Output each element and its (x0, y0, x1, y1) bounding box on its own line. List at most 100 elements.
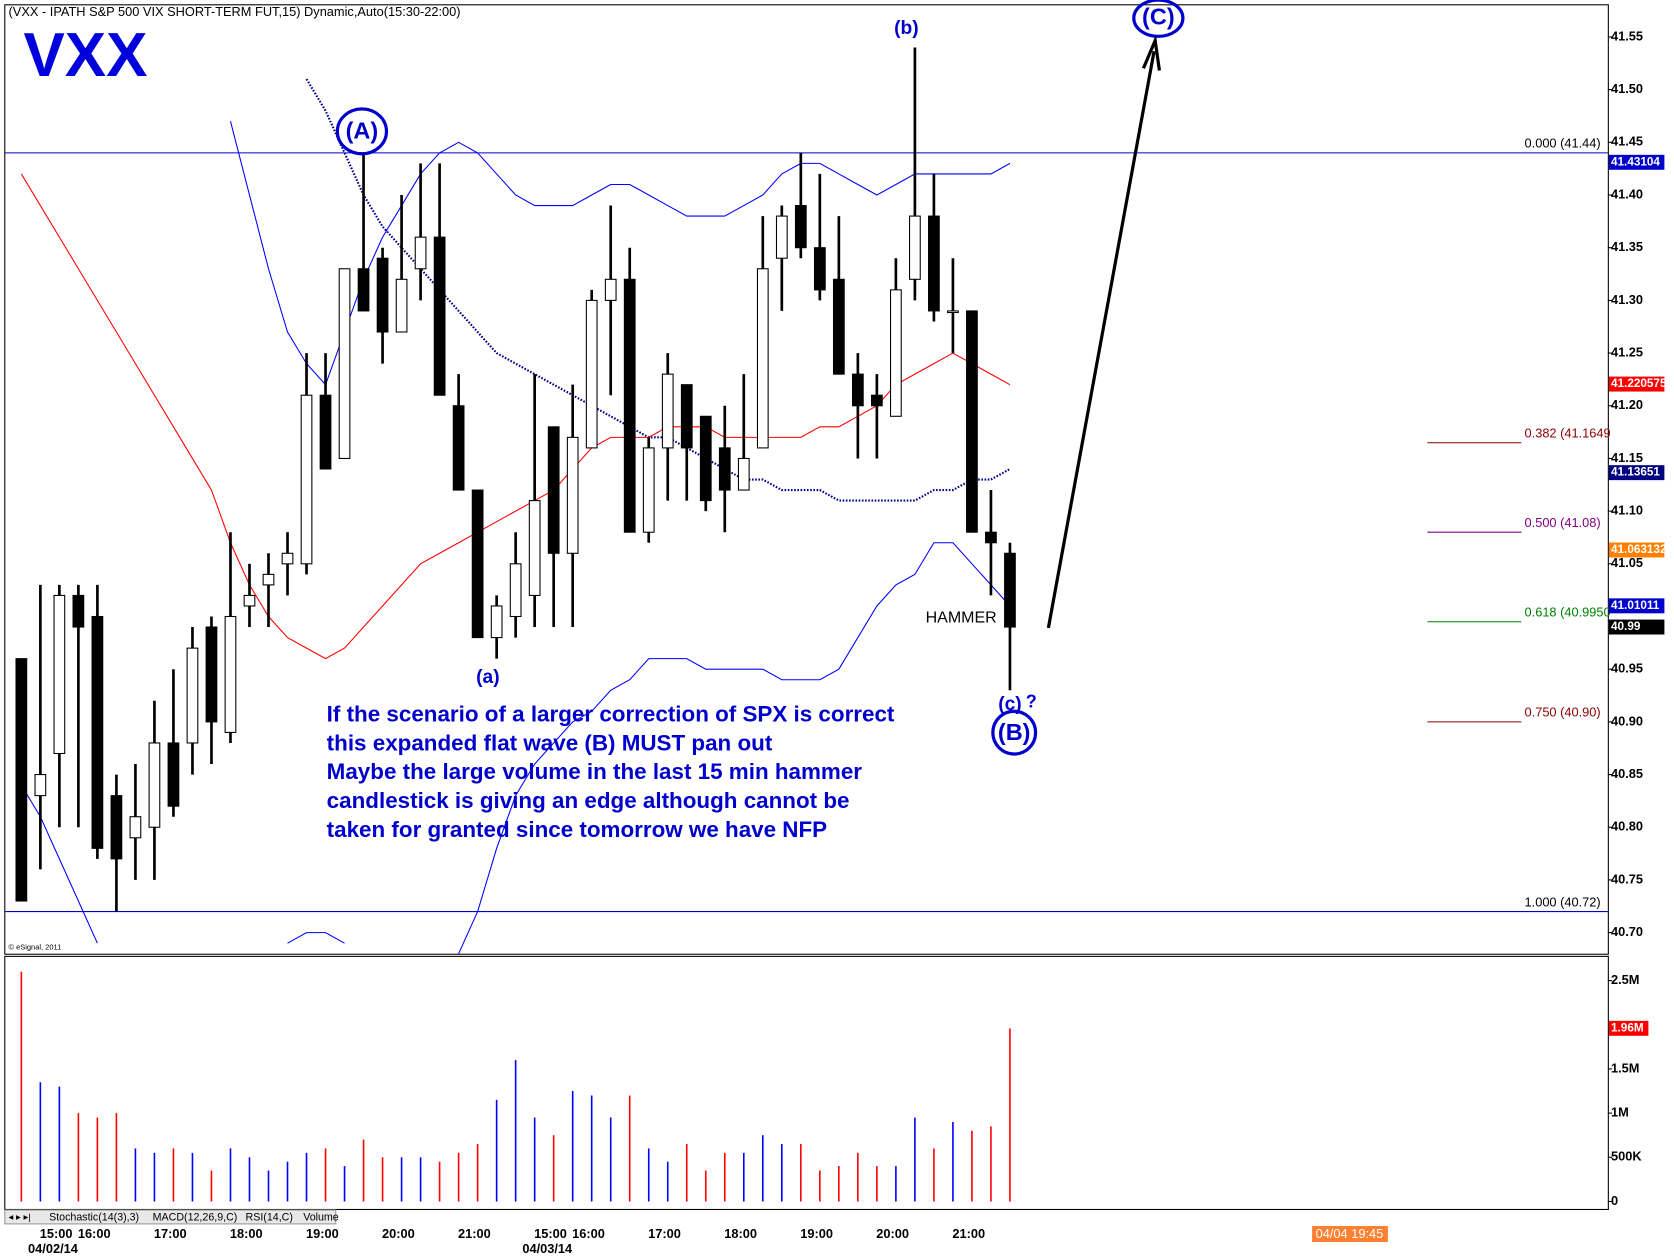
candle-body (604, 278, 617, 301)
tab[interactable]: Stochastic(14(3),3) (49, 1211, 139, 1223)
x-tick-label: 18:00 (724, 1226, 757, 1241)
wave-circle (1132, 0, 1185, 38)
indicator-line (20, 784, 98, 944)
y-tick-label: 41.55 (1611, 28, 1643, 43)
y-tick-label: 41.40 (1611, 186, 1643, 201)
tab[interactable]: Volume (303, 1211, 339, 1223)
volume-tick-label: 1.5M (1611, 1060, 1639, 1075)
volume-pane (4, 955, 1609, 1211)
candle-body (452, 405, 465, 491)
x-tick-label: 20:00 (876, 1226, 909, 1241)
indicator-line (458, 542, 1011, 954)
x-tick-label: 17:00 (648, 1226, 681, 1241)
y-tick-label: 40.95 (1611, 661, 1643, 676)
price-tag-label: 41.220575 (1611, 377, 1667, 390)
wave-label: (c) (998, 694, 1021, 715)
candle-body (775, 215, 788, 259)
y-tick-label: 41.30 (1611, 292, 1643, 307)
candle-body (167, 742, 180, 807)
candle-body (262, 573, 275, 586)
x-tick-label: 15:00 (40, 1226, 73, 1241)
wave-label: (B) (998, 719, 1031, 745)
candle-body (718, 447, 731, 491)
wave-circle (335, 107, 389, 156)
candle-body (414, 236, 427, 270)
x-tick-label: 21:00 (458, 1226, 491, 1241)
candle-body (129, 816, 142, 839)
candle-body (985, 531, 997, 544)
fib-label: 0.618 (40.9950 (1525, 605, 1611, 620)
candle-body (72, 594, 85, 628)
header: (VXX - IPATH S&P 500 VIX SHORT-TERM FUT,… (9, 4, 461, 19)
candle-body (870, 394, 883, 407)
symbol-title: VXX (23, 21, 147, 90)
candle-body (909, 215, 921, 280)
candle-body (224, 615, 237, 733)
x-tick-label: 16:00 (78, 1226, 111, 1241)
tab-scroll[interactable]: ◂ ▸ ▸| (9, 1212, 31, 1223)
comment-line: taken for granted since tomorrow we have… (327, 817, 827, 842)
price-tag-label: 41.063132 (1611, 543, 1667, 556)
volume-tag (1608, 1020, 1649, 1036)
candle-body (547, 426, 560, 554)
copyright: © eSignal, 2011 (9, 942, 62, 951)
date-label: 04/02/14 (28, 1241, 79, 1256)
y-tick-label: 40.90 (1611, 713, 1643, 728)
arrow-line (1046, 50, 1156, 629)
comment-line: If the scenario of a larger correction o… (327, 701, 895, 726)
fib-label: 0.000 (41.44) (1525, 136, 1601, 151)
comment-line: Maybe the large volume in the last 15 mi… (327, 759, 863, 784)
price-tag-label: 41.43104 (1611, 155, 1660, 168)
question-mark: ? (1026, 692, 1037, 712)
y-tick-label: 41.45 (1611, 134, 1643, 149)
price-tag (1608, 154, 1665, 170)
tab[interactable]: MACD(12,26,9,C) (153, 1211, 238, 1223)
candle-body (471, 489, 484, 639)
candle-body (661, 373, 674, 449)
fib-label: 0.382 (41.1649 (1525, 426, 1611, 441)
cursor-time: 04/04 19:45 (1316, 1226, 1384, 1241)
volume-tag-label: 1.96M (1611, 1021, 1644, 1034)
candle-body (642, 447, 655, 533)
candle-body (34, 774, 47, 797)
date-label: 04/03/14 (522, 1241, 573, 1256)
wave-label: (C) (1142, 3, 1175, 29)
price-tag-label: 41.13651 (1611, 466, 1660, 479)
candle-body (566, 436, 579, 554)
candle-body (186, 647, 199, 744)
tab-bar (4, 1209, 337, 1225)
x-tick-label: 16:00 (572, 1226, 605, 1241)
price-tag (1608, 619, 1665, 635)
candle-body (832, 278, 845, 375)
candle-body (433, 236, 446, 396)
candle-body (699, 415, 712, 502)
candle-body (376, 257, 389, 333)
x-tick-label: 18:00 (230, 1226, 263, 1241)
indicator-line (305, 78, 1011, 502)
candle-body (585, 299, 598, 449)
hammer-label: HAMMER (926, 610, 997, 627)
indicator-line (287, 932, 345, 944)
tab[interactable]: RSI(14,C) (246, 1211, 293, 1223)
fib-label: 1.000 (40.72) (1525, 894, 1601, 909)
x-tick-label: 19:00 (306, 1226, 339, 1241)
candle-body (947, 310, 959, 314)
price-tag (1608, 376, 1665, 392)
cursor-time-box (1312, 1226, 1388, 1243)
x-tick-label: 17:00 (154, 1226, 187, 1241)
x-tick-label: 21:00 (952, 1226, 985, 1241)
annotations: (A) (b) (C) (a) HAMMER (c) ? (B) If the … (327, 0, 1185, 842)
volume-tick-label: 0 (1611, 1193, 1618, 1208)
candle-body (928, 215, 940, 312)
price-pane (4, 4, 1609, 955)
candle-body (680, 384, 693, 449)
candle-body (794, 205, 807, 249)
y-tick-label: 40.75 (1611, 871, 1643, 886)
y-tick-label: 41.20 (1611, 397, 1643, 412)
x-tick-label: 15:00 (534, 1226, 567, 1241)
candle-body (737, 457, 750, 491)
candle-body (528, 500, 541, 596)
